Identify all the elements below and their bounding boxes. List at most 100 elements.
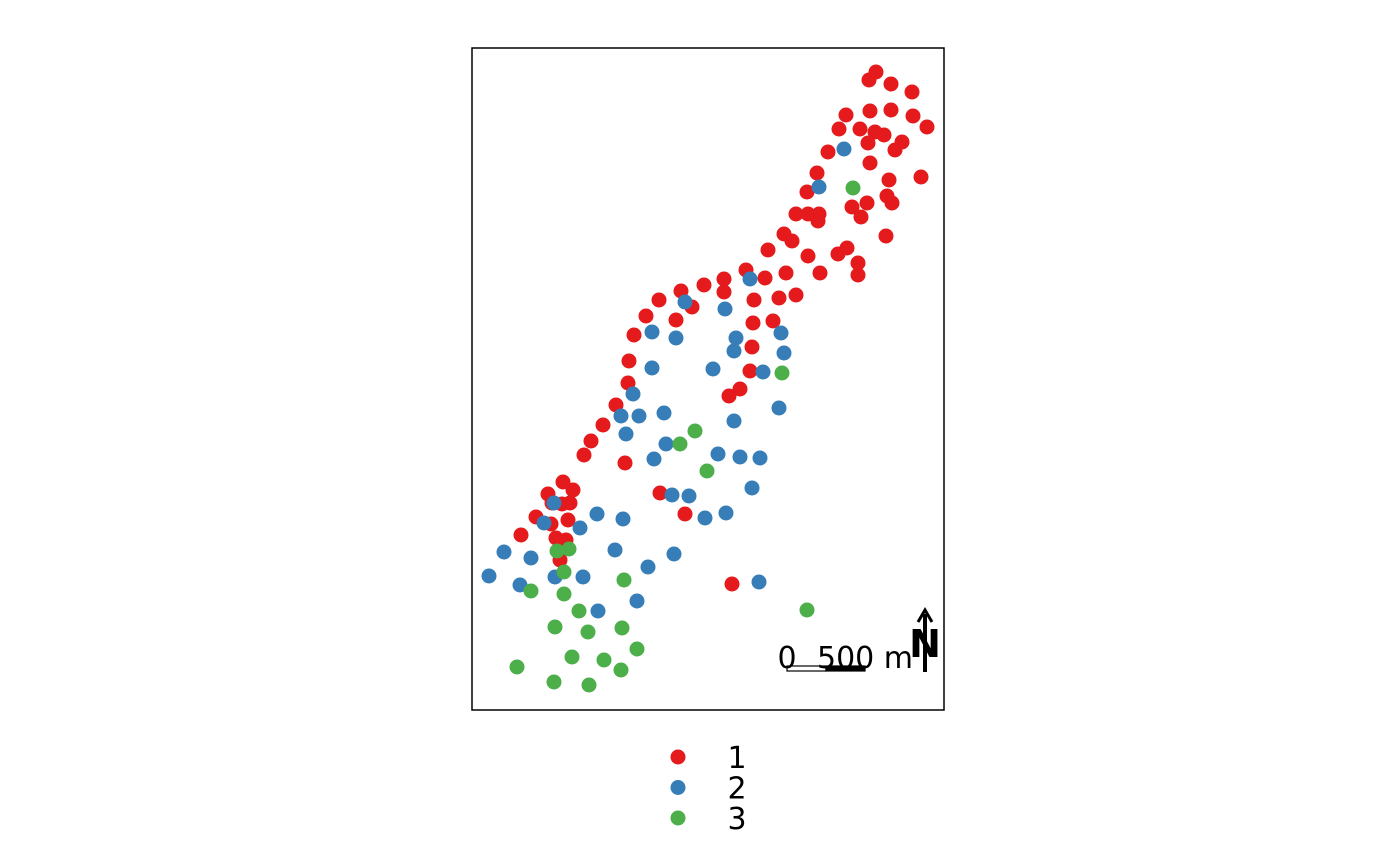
legend-label-1: 1 [727, 741, 746, 776]
point-class-1 [838, 107, 854, 123]
point-class-1 [651, 292, 667, 308]
point-class-2 [589, 506, 605, 522]
point-class-2 [572, 520, 588, 536]
point-class-2 [726, 343, 742, 359]
point-class-1 [861, 72, 877, 88]
scale-bar-black-segment [825, 665, 866, 672]
point-class-3 [547, 619, 563, 635]
point-class-2 [629, 593, 645, 609]
point-class-1 [799, 184, 815, 200]
point-class-2 [697, 510, 713, 526]
point-class-1 [724, 576, 740, 592]
point-class-1 [583, 433, 599, 449]
point-class-2 [644, 324, 660, 340]
point-class-1 [809, 165, 825, 181]
point-class-1 [878, 228, 894, 244]
point-class-3 [699, 463, 715, 479]
scale-bar-label-value: 500 m [817, 641, 913, 676]
point-class-2 [536, 515, 552, 531]
point-class-3 [596, 652, 612, 668]
point-class-3 [672, 436, 688, 452]
point-class-3 [564, 649, 580, 665]
point-class-2 [705, 361, 721, 377]
legend-marker-2 [670, 780, 686, 795]
point-class-1 [860, 135, 876, 151]
point-class-1 [913, 169, 929, 185]
point-class-1 [839, 240, 855, 256]
point-class-1 [638, 308, 654, 324]
point-class-3 [614, 620, 630, 636]
point-class-1 [800, 248, 816, 264]
point-class-3 [581, 677, 597, 693]
point-class-2 [668, 330, 684, 346]
point-class-1 [732, 381, 748, 397]
point-class-1 [560, 512, 576, 528]
point-class-2 [640, 559, 656, 575]
point-class-2 [546, 495, 562, 511]
point-class-1 [788, 206, 804, 222]
point-class-1 [716, 284, 732, 300]
point-class-1 [652, 485, 668, 501]
point-class-1 [788, 287, 804, 303]
point-class-1 [820, 144, 836, 160]
point-class-2 [496, 544, 512, 560]
point-class-3 [556, 564, 572, 580]
point-class-3 [845, 180, 861, 196]
point-class-2 [836, 141, 852, 157]
point-class-1 [668, 312, 684, 328]
point-class-2 [625, 386, 641, 402]
scale-bar: 0 500 m [777, 641, 913, 676]
point-class-3 [799, 602, 815, 618]
point-class-2 [752, 450, 768, 466]
point-class-2 [742, 271, 758, 287]
point-class-1 [905, 108, 921, 124]
legend: 123 [670, 741, 747, 837]
point-class-3 [774, 365, 790, 381]
point-class-2 [631, 408, 647, 424]
point-class-1 [696, 277, 712, 293]
point-class-1 [771, 290, 787, 306]
point-class-2 [776, 345, 792, 361]
point-class-2 [732, 449, 748, 465]
point-class-1 [784, 233, 800, 249]
point-class-2 [771, 400, 787, 416]
scale-bar-label-zero: 0 [777, 641, 796, 676]
point-class-1 [778, 265, 794, 281]
point-class-3 [523, 583, 539, 599]
legend-label-3: 3 [727, 802, 746, 837]
point-class-2 [590, 603, 606, 619]
point-class-1 [742, 363, 758, 379]
point-class-1 [744, 339, 760, 355]
point-class-2 [677, 294, 693, 310]
point-class-2 [644, 360, 660, 376]
point-class-1 [883, 102, 899, 118]
point-class-1 [852, 121, 868, 137]
point-class-3 [561, 541, 577, 557]
point-class-2 [755, 364, 771, 380]
point-class-1 [721, 388, 737, 404]
point-class-2 [744, 480, 760, 496]
point-class-3 [580, 624, 596, 640]
point-class-1 [904, 84, 920, 100]
point-class-1 [881, 172, 897, 188]
point-class-3 [549, 543, 565, 559]
point-class-2 [681, 488, 697, 504]
point-class-3 [556, 586, 572, 602]
legend-marker-3 [670, 810, 686, 826]
point-class-1 [555, 474, 571, 490]
north-arrow-icon: N [909, 607, 941, 672]
point-class-1 [883, 76, 899, 92]
point-class-2 [481, 568, 497, 584]
point-class-1 [876, 127, 892, 143]
point-class-1 [595, 417, 611, 433]
point-class-2 [646, 451, 662, 467]
legend-label-2: 2 [727, 772, 746, 807]
point-class-3 [571, 603, 587, 619]
point-class-1 [677, 506, 693, 522]
point-class-2 [811, 179, 827, 195]
point-class-2 [710, 446, 726, 462]
point-class-1 [810, 213, 826, 229]
point-class-2 [664, 487, 680, 503]
point-class-1 [812, 265, 828, 281]
point-class-1 [919, 119, 935, 135]
